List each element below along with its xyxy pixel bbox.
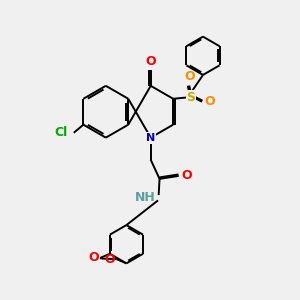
- Text: O: O: [104, 253, 115, 266]
- Text: NH: NH: [135, 191, 156, 205]
- Text: O: O: [184, 70, 195, 83]
- Text: O: O: [146, 55, 156, 68]
- Text: O: O: [204, 95, 215, 108]
- Text: N: N: [146, 133, 155, 142]
- Text: Cl: Cl: [55, 126, 68, 139]
- Text: O: O: [181, 169, 192, 182]
- Text: S: S: [186, 91, 195, 104]
- Text: O: O: [88, 251, 98, 264]
